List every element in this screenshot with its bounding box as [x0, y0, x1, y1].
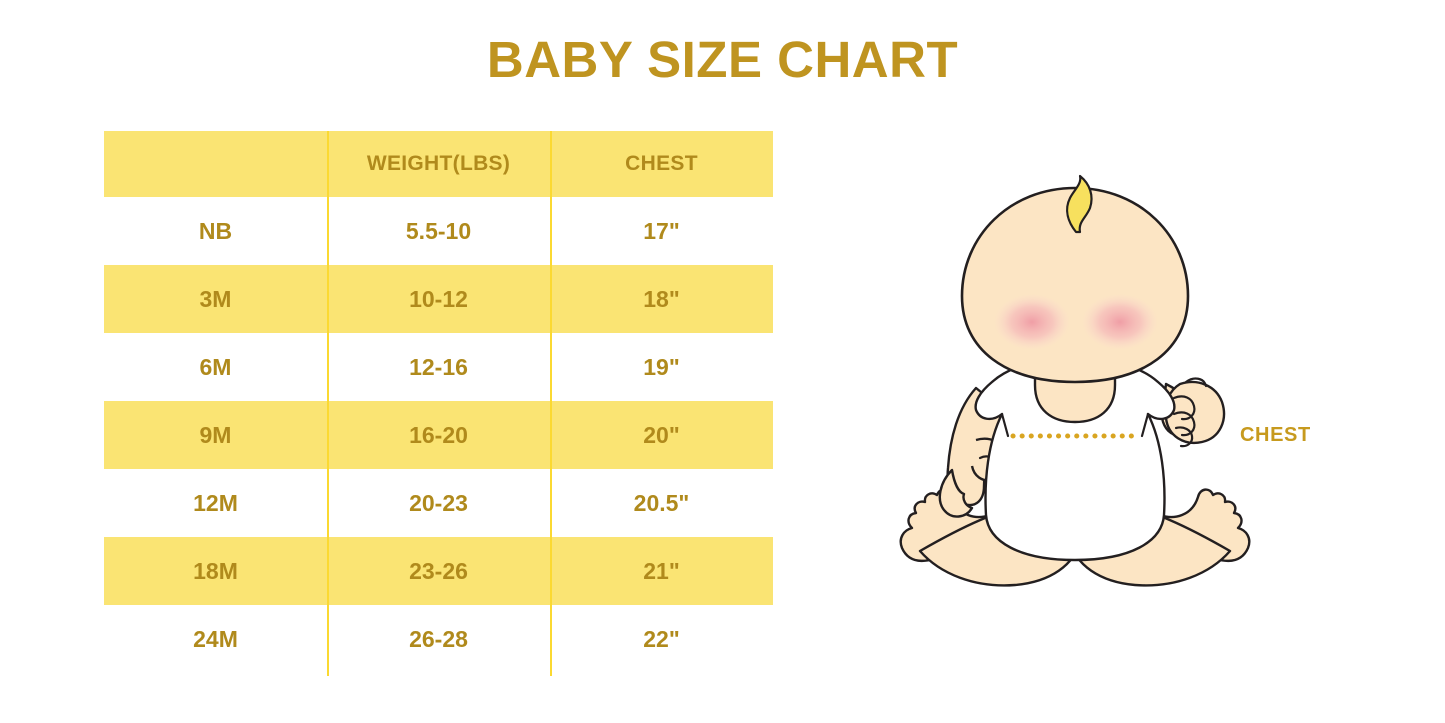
baby-right-fist — [1164, 377, 1226, 448]
row-chest: 18" — [550, 265, 773, 333]
chest-measurement-label: CHEST — [1240, 424, 1311, 446]
row-weight: 20-23 — [409, 489, 468, 516]
row-chest: 17" — [643, 217, 680, 244]
row-weight: 26-28 — [409, 625, 468, 652]
column-header-weight: WEIGHT(LBS) — [366, 152, 511, 175]
baby-left-cheek-blush — [994, 294, 1070, 350]
row-size-label: 6M — [199, 353, 232, 380]
table-row: NB 5.5-10 17" — [104, 197, 773, 265]
row-weight: 10-12 — [327, 265, 550, 333]
table-column-divider-2 — [550, 131, 552, 676]
row-weight: 23-26 — [327, 537, 550, 605]
table-row: 18M 23-26 21" — [104, 537, 773, 605]
table-header: WEIGHT(LBS) CHEST — [104, 131, 773, 197]
row-weight: 12-16 — [409, 353, 468, 380]
table-row: 9M 16-20 20" — [104, 401, 773, 469]
row-size-label: 18M — [104, 537, 327, 605]
column-header-chest: CHEST — [625, 152, 698, 175]
table-row: 6M 12-16 19" — [104, 333, 773, 401]
row-chest: 20.5" — [633, 489, 690, 516]
table-column-divider-1 — [327, 131, 329, 676]
row-size-label: NB — [198, 217, 233, 244]
baby-onesie — [974, 356, 1176, 562]
row-chest: 20" — [550, 401, 773, 469]
size-chart-table: WEIGHT(LBS) CHEST NB 5.5-10 17" 3M 10-12… — [104, 131, 773, 673]
table-body: NB 5.5-10 17" 3M 10-12 18" 6M 12-16 19" … — [104, 197, 773, 673]
row-size-label: 3M — [104, 265, 327, 333]
row-weight: 16-20 — [327, 401, 550, 469]
row-size-label: 9M — [104, 401, 327, 469]
column-header-size — [104, 131, 327, 197]
table-header-row: WEIGHT(LBS) CHEST — [104, 131, 773, 197]
table-row: 3M 10-12 18" — [104, 265, 773, 333]
row-chest: 22" — [643, 625, 680, 652]
row-weight: 5.5-10 — [405, 217, 472, 244]
table-row: 12M 20-23 20.5" — [104, 469, 773, 537]
baby-right-cheek-blush — [1082, 294, 1158, 350]
table-row: 24M 26-28 22" — [104, 605, 773, 673]
baby-illustration — [899, 174, 1251, 587]
row-chest: 19" — [643, 353, 680, 380]
row-size-label: 12M — [193, 489, 238, 516]
page-title: BABY SIZE CHART — [486, 31, 959, 88]
row-size-label: 24M — [193, 625, 238, 652]
baby-hair-tuft — [1066, 174, 1093, 234]
row-chest: 21" — [550, 537, 773, 605]
